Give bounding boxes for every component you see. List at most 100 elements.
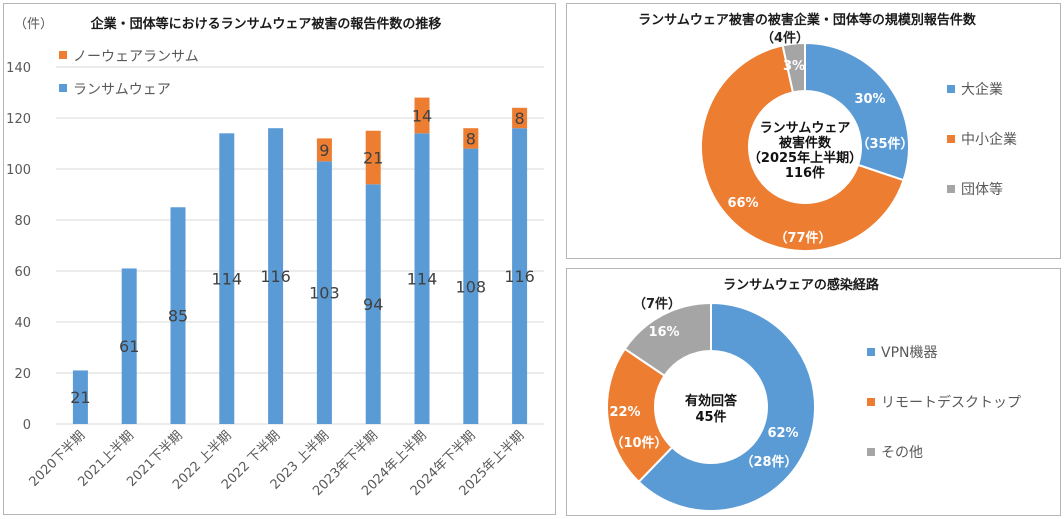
center-text-line1: 有効回答: [685, 393, 738, 409]
y-axis-unit-label: （件）: [14, 17, 53, 32]
route-donut-chart: ランサムウェアの感染経路 62% （28件） 22% （10件） 16% （7件） 有効回…: [606, 277, 1021, 512]
y-tick-label: 60: [14, 265, 31, 280]
bar-label-ransomware: 94: [363, 295, 383, 314]
y-tick-label: 20: [14, 367, 31, 382]
legend-swatch: [947, 85, 955, 93]
bar-ransomware: [121, 268, 137, 424]
slice-percent-label: 16%: [648, 325, 679, 340]
bar-ransomware: [512, 128, 528, 424]
legend-swatch: [867, 398, 875, 406]
size-donut-chart: ランサムウェア被害の被害企業・団体等の規模別報告件数 30% （35件） 66% （7…: [638, 12, 1017, 252]
y-tick-label: 40: [14, 316, 31, 331]
size-donut-panel: ランサムウェア被害の被害企業・団体等の規模別報告件数 30% （35件） 66% （7…: [566, 3, 1061, 259]
gridlines: [56, 66, 544, 425]
legend-label: 団体等: [961, 181, 1003, 198]
bar-label-ransomware: 116: [504, 267, 535, 286]
size-donut-labels: 30% （35件） 66% （77件） 3% （4件）: [727, 30, 913, 246]
bar-ransomware: [170, 207, 186, 424]
bar-label-ransomware: 21: [70, 388, 90, 407]
bar-noware: [316, 138, 332, 162]
bar-ransomware: [316, 161, 332, 424]
bar-label-noware: 21: [363, 149, 383, 168]
route-donut-labels: 62% （28件） 22% （10件） 16% （7件）: [609, 296, 798, 470]
bar-noware: [463, 128, 479, 149]
bar-value-labels: 21 61 85 114 116 103 9 94 21 114 14 108 8 116 8: [70, 106, 535, 407]
donut-slice: [606, 347, 674, 484]
bar-label-ransomware: 108: [456, 277, 487, 296]
route-donut-center: 有効回答 45件: [685, 393, 738, 425]
donut-slice: [700, 44, 905, 252]
slice-percent-label: 3%: [783, 59, 805, 74]
y-tick-label: 120: [6, 112, 31, 127]
bar-legend: ノーウェアランサム ランサムウェア: [59, 49, 199, 98]
bar-label-noware: 8: [515, 109, 525, 128]
bar-chart-title: 企業・団体等におけるランサムウェア被害の報告件数の推移: [90, 16, 442, 32]
center-text-line2: 45件: [695, 409, 726, 425]
legend-label: リモートデスクトップ: [881, 394, 1021, 411]
bar-label-ransomware: 114: [407, 270, 438, 289]
legend-label: VPN機器: [881, 345, 938, 361]
bar-ransomware: [219, 133, 235, 425]
bar-label-noware: 14: [412, 106, 432, 125]
bar-noware: [414, 97, 430, 134]
route-donut-slices: [606, 301, 816, 512]
slice-count-label: （7件）: [633, 296, 681, 312]
center-text-line2: 被害件数: [778, 135, 832, 151]
bar-label-ransomware: 114: [212, 270, 243, 289]
bar-label-noware: 8: [466, 129, 476, 148]
donut-slice: [804, 41, 910, 182]
legend-label: 大企業: [961, 81, 1003, 98]
bar-label-ransomware: 103: [309, 284, 340, 303]
slice-percent-label: 22%: [609, 405, 640, 420]
y-tick-label: 80: [14, 214, 31, 229]
bar-ransomware: [268, 128, 284, 424]
slice-count-label: （4件）: [761, 30, 809, 46]
y-tick-label: 140: [6, 61, 31, 76]
slice-count-label: （10件）: [610, 435, 667, 451]
legend-label-ransomware: ランサムウェア: [73, 82, 171, 98]
slice-percent-label: 62%: [767, 426, 798, 441]
slice-percent-label: 30%: [854, 92, 885, 107]
center-text-line4: 116件: [785, 165, 825, 181]
slice-count-label: （35件）: [856, 136, 913, 152]
legend-label-noware: ノーウェアランサム: [73, 49, 199, 65]
slice-count-label: （28件）: [740, 454, 797, 470]
bar-label-noware: 9: [319, 141, 329, 160]
bar-label-ransomware: 116: [260, 267, 291, 286]
legend-swatch: [947, 185, 955, 193]
bar-ransomware: [365, 184, 381, 424]
center-text-line1: ランサムウェア: [760, 121, 851, 136]
bar-marks: [72, 97, 528, 425]
y-tick-label: 100: [6, 163, 31, 178]
legend-label: その他: [881, 445, 923, 461]
bar-chart: 企業・団体等におけるランサムウェア被害の報告件数の推移 （件） 0 20 40 60 8…: [6, 16, 544, 499]
bar-label-ransomware: 61: [119, 337, 139, 356]
slice-count-label: （77件）: [774, 230, 831, 246]
bar-noware: [365, 130, 381, 185]
route-donut-title: ランサムウェアの感染経路: [723, 277, 880, 293]
slice-percent-label: 66%: [727, 196, 758, 211]
size-donut-title: ランサムウェア被害の被害企業・団体等の規模別報告件数: [638, 12, 977, 28]
donut-slice: [623, 301, 712, 378]
bar-label-ransomware: 85: [168, 307, 188, 326]
bar-noware: [512, 107, 528, 129]
bar-ransomware: [72, 370, 88, 424]
bar-ransomware: [414, 133, 430, 425]
legend-swatch: [867, 448, 875, 456]
donut-slice: [637, 301, 816, 512]
size-donut-center: ランサムウェア 被害件数 （2025年上半期） 116件: [748, 121, 862, 181]
legend-swatch-ransomware: [59, 84, 67, 92]
legend-swatch: [867, 348, 875, 356]
y-axis-ticks: 0 20 40 60 80 100 120 140: [6, 61, 31, 433]
route-donut-panel: ランサムウェアの感染経路 62% （28件） 22% （10件） 16% （7件） 有効回…: [566, 268, 1061, 516]
center-text-line3: （2025年上半期）: [748, 150, 862, 166]
legend-swatch-noware: [59, 51, 67, 59]
legend-swatch: [947, 135, 955, 143]
bar-chart-panel: 企業・団体等におけるランサムウェア被害の報告件数の推移 （件） 0 20 40 60 8…: [3, 3, 556, 515]
bar-ransomware: [463, 148, 479, 424]
donut-slice: [781, 41, 806, 94]
legend-label: 中小企業: [961, 131, 1017, 148]
